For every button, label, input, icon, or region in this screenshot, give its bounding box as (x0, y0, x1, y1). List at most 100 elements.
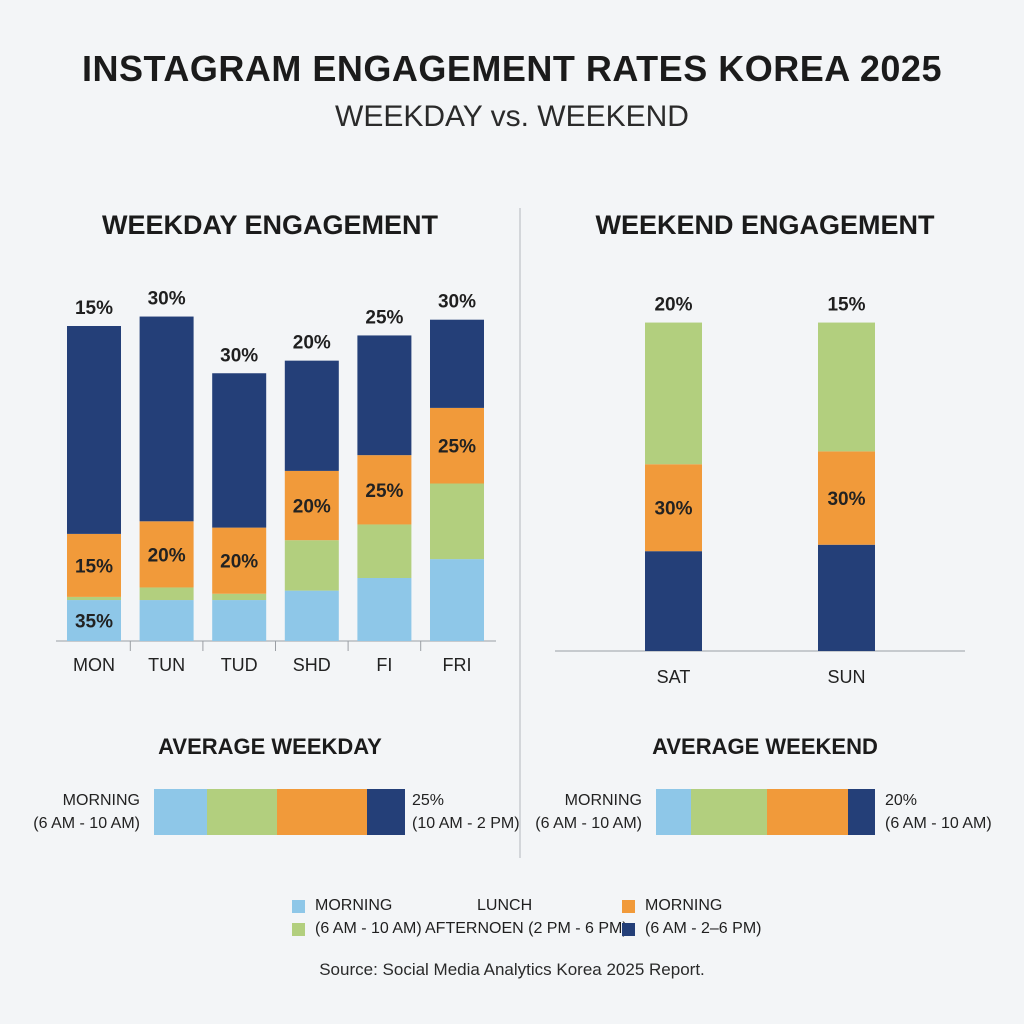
legend-item-morning: MORNING (292, 897, 492, 915)
bar-segment-navy (818, 544, 875, 651)
legend-label: (6 AM - 2–6 PM) (645, 920, 762, 937)
bar-top-label: 30% (220, 345, 258, 366)
bar-segment-light-blue (430, 559, 484, 641)
average-bar-segment-green (690, 789, 768, 835)
average-weekend-bar (656, 789, 875, 835)
x-tick-label: SAT (657, 667, 691, 687)
legend-label: AFTERNOEN (2 PM - 6 PM) (425, 920, 628, 937)
average-weekday-bar (154, 789, 405, 835)
segment-data-label: 20% (148, 545, 186, 566)
legend-label: LUNCH (477, 897, 533, 914)
average-bar-segment-navy (848, 789, 875, 835)
bar-segment-green (212, 593, 267, 601)
x-tick-label: MON (73, 655, 115, 675)
average-bar-segment-light-blue (154, 789, 207, 835)
chart-title: INSTAGRAM ENGAGEMENT RATES KOREA 2025 (82, 48, 942, 89)
legend-swatch-navy (622, 922, 635, 936)
average-bar-segment-orange (276, 789, 368, 835)
legend-item-lunch: LUNCH (477, 897, 597, 915)
legend-label: MORNING (315, 897, 393, 914)
weekend-panel-title: WEEKEND ENGAGEMENT (595, 210, 935, 240)
segment-data-label: 15% (75, 556, 113, 577)
x-tick-label: FRI (443, 655, 472, 675)
x-tick-label: FI (376, 655, 392, 675)
legend-label: (6 AM - 10 AM) (315, 920, 422, 937)
average-bar-segment-light-blue (656, 789, 691, 835)
average-weekday-title: AVERAGE WEEKDAY (158, 734, 382, 759)
legend-item-morning-time: (6 AM - 10 AM) (292, 920, 492, 938)
average-weekend-value-line2: (6 AM - 10 AM) (885, 815, 992, 832)
average-weekend-label-line1: MORNING (564, 792, 642, 809)
segment-data-label: 25% (438, 437, 476, 458)
bar-segment-light-blue (357, 578, 412, 641)
average-weekday-label-line1: MORNING (62, 792, 140, 809)
bar-segment-green (645, 322, 702, 465)
bar-segment-light-blue (67, 600, 121, 641)
average-bar-segment-navy (367, 789, 405, 835)
bar-segment-navy (284, 360, 339, 471)
bar-segment-green (284, 540, 339, 591)
average-weekday-value: 25% (10 AM - 2 PM) (412, 789, 522, 835)
average-weekday-value-line1: 25% (412, 792, 445, 809)
segment-data-label: 35% (75, 612, 113, 633)
x-tick-label: SUN (827, 667, 865, 687)
bar-segment-orange (430, 407, 484, 484)
bar-segment-orange (818, 451, 875, 545)
x-tick-label: TUD (221, 655, 258, 675)
bar-top-label: 30% (438, 292, 476, 313)
legend-label: MORNING (645, 897, 723, 914)
segment-data-label: 20% (220, 552, 258, 573)
bar-top-label: 20% (654, 295, 692, 316)
bar-segment-green (818, 322, 875, 452)
bar-segment-orange (284, 470, 339, 541)
legend-item-morning-2: MORNING (622, 897, 782, 915)
weekday-panel-title: WEEKDAY ENGAGEMENT (101, 210, 439, 240)
bar-top-label: 20% (293, 333, 331, 354)
bar-segment-orange (357, 455, 412, 525)
legend-swatch-green (292, 922, 305, 936)
bar-segment-light-blue (284, 590, 339, 641)
segment-data-label: 20% (293, 497, 331, 518)
bar-segment-navy (67, 326, 121, 534)
bar-top-label: 15% (827, 295, 865, 316)
x-tick-label: TUN (148, 655, 185, 675)
bar-segment-navy (212, 373, 267, 528)
bar-top-label: 30% (148, 289, 186, 310)
bar-segment-orange (139, 521, 194, 588)
average-weekend-label-line2: (6 AM - 10 AM) (535, 815, 642, 832)
panel-divider (519, 208, 521, 858)
bar-segment-green (67, 596, 121, 601)
average-bar-segment-green (206, 789, 277, 835)
bar-segment-navy (430, 319, 484, 408)
average-weekend-value: 20% (6 AM - 10 AM) (885, 789, 1015, 835)
segment-data-label: 30% (654, 499, 692, 520)
average-weekday-label: MORNING (6 AM - 10 AM) (20, 789, 140, 835)
bar-segment-light-blue (212, 600, 267, 641)
bar-segment-green (430, 483, 484, 560)
average-bar-segment-orange (767, 789, 849, 835)
bar-top-label: 15% (75, 298, 113, 319)
bar-segment-green (139, 587, 194, 601)
average-weekend-title: AVERAGE WEEKEND (652, 734, 878, 759)
average-weekend-value-line1: 20% (885, 792, 918, 809)
average-weekday-value-line2: (10 AM - 2 PM) (412, 815, 520, 832)
legend-swatch-light-blue (292, 899, 305, 913)
bar-top-label: 25% (365, 307, 403, 328)
bar-segment-orange (67, 533, 121, 597)
average-weekend-label: MORNING (6 AM - 10 AM) (520, 789, 642, 835)
bar-segment-green (357, 524, 412, 578)
bar-segment-navy (357, 335, 412, 456)
segment-data-label: 30% (827, 489, 865, 510)
chart-subtitle: WEEKDAY vs. WEEKEND (335, 100, 689, 133)
x-tick-label: SHD (293, 655, 331, 675)
legend-item-evening: (6 AM - 2–6 PM) (622, 920, 792, 938)
bar-segment-navy (139, 316, 194, 522)
bar-segment-orange (212, 527, 267, 594)
legend-item-afternoon: AFTERNOEN (2 PM - 6 PM) (425, 920, 645, 938)
source-note: Source: Social Media Analytics Korea 202… (319, 960, 705, 979)
legend-swatch-orange (622, 899, 635, 913)
bar-segment-orange (645, 464, 702, 552)
bar-segment-light-blue (139, 600, 194, 641)
